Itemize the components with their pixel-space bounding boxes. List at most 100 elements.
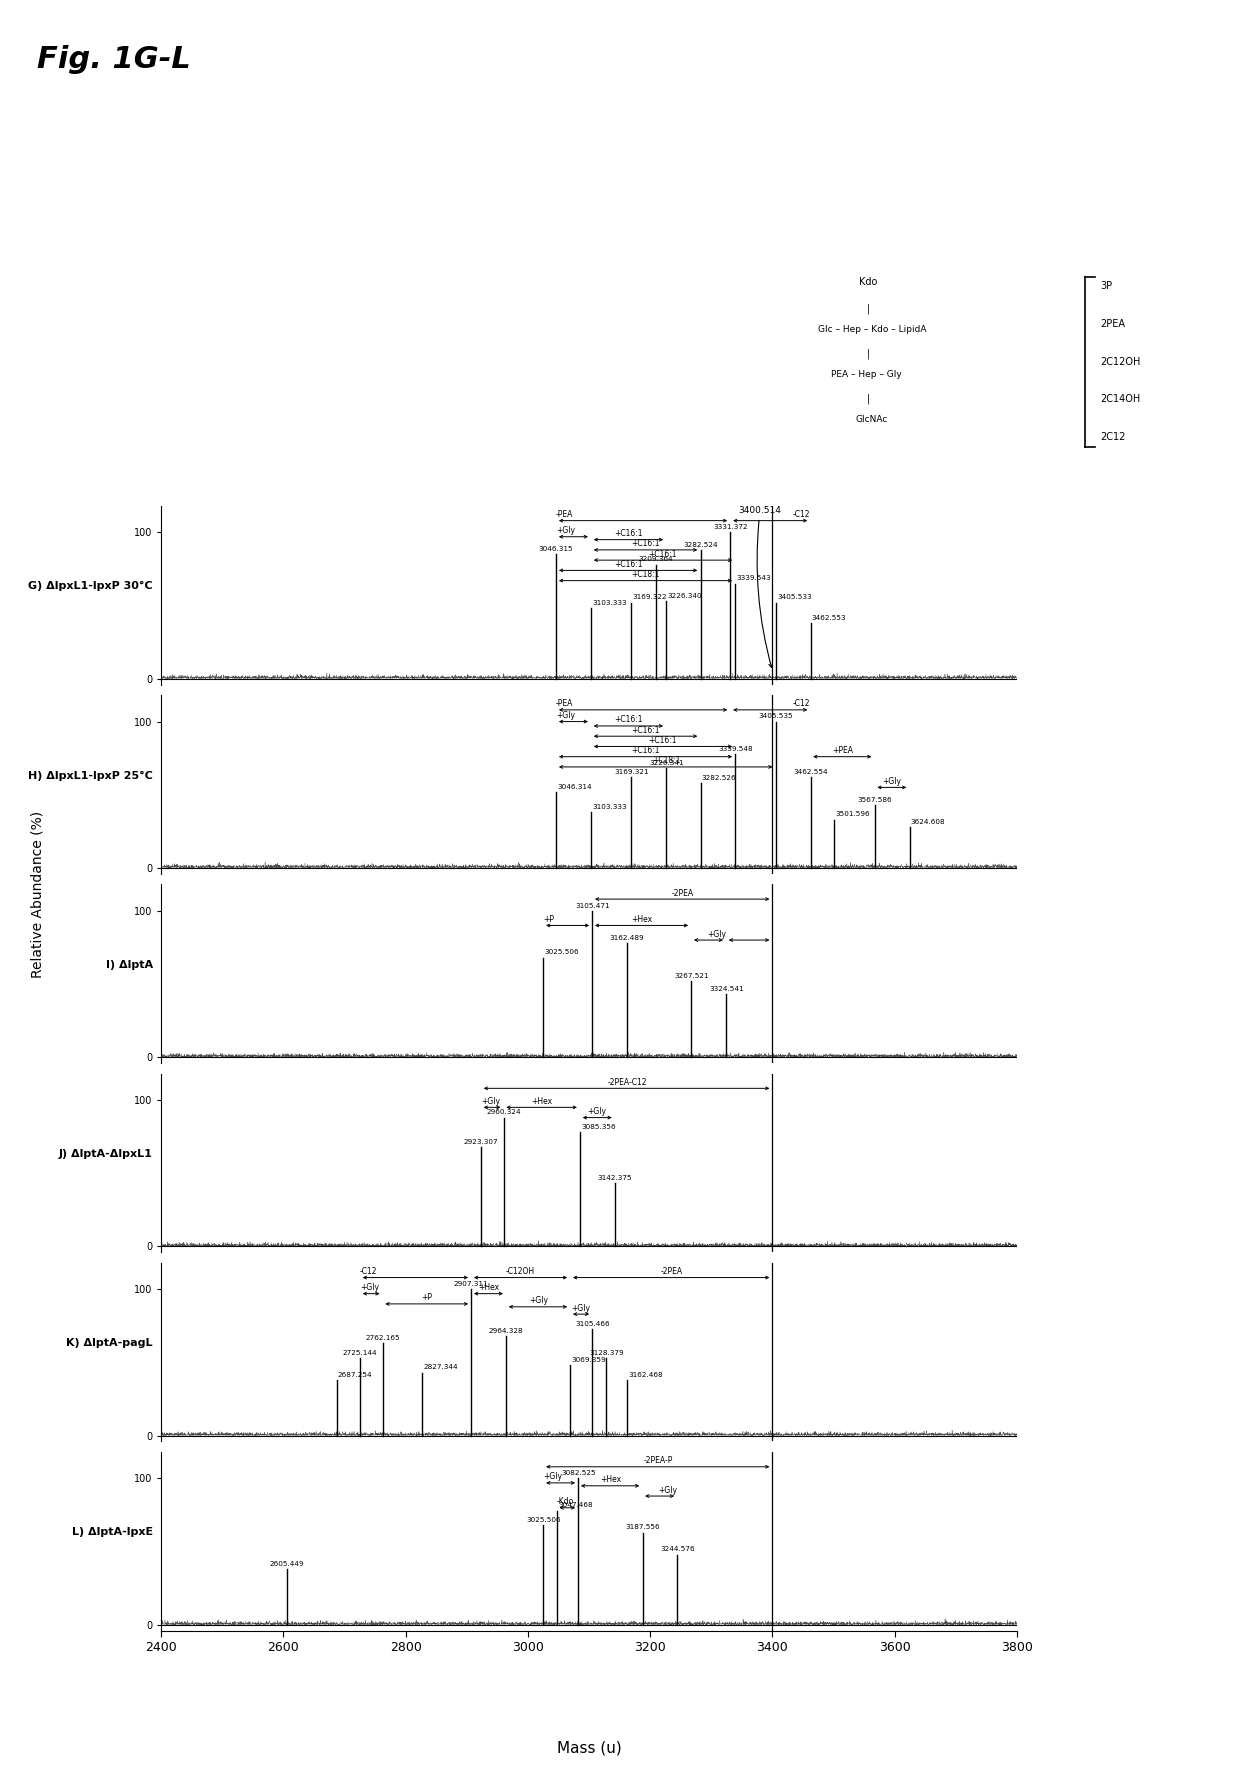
Text: 3103.333: 3103.333: [593, 805, 627, 810]
Text: +Gly: +Gly: [556, 526, 575, 535]
Text: 3226.340: 3226.340: [667, 594, 702, 599]
Text: 2762.165: 2762.165: [366, 1336, 399, 1341]
Text: 3046.315: 3046.315: [539, 545, 574, 552]
Text: +Gly: +Gly: [543, 1472, 562, 1482]
Text: 3105.471: 3105.471: [575, 903, 610, 908]
Text: -C12: -C12: [792, 699, 810, 708]
Text: 2725.144: 2725.144: [342, 1350, 377, 1355]
Text: 3069.359: 3069.359: [572, 1357, 606, 1362]
Text: 3400.514: 3400.514: [739, 506, 781, 667]
Text: 3339.548: 3339.548: [718, 746, 753, 751]
Text: +Gly: +Gly: [528, 1296, 548, 1305]
Text: 3085.356: 3085.356: [582, 1125, 616, 1130]
Text: +Hex: +Hex: [532, 1096, 553, 1107]
Text: +C18:1: +C18:1: [631, 570, 660, 579]
Text: -2PEA: -2PEA: [661, 1268, 682, 1277]
Text: +C16:1: +C16:1: [631, 726, 660, 735]
Text: 2C12: 2C12: [1100, 433, 1125, 442]
Text: Fig. 1G-L: Fig. 1G-L: [37, 45, 191, 73]
Text: -C12: -C12: [792, 510, 810, 519]
Text: 3046.314: 3046.314: [558, 783, 591, 790]
Text: +C16:1: +C16:1: [631, 540, 660, 549]
Text: +Gly: +Gly: [883, 778, 901, 787]
Text: +Gly: +Gly: [707, 930, 725, 939]
Text: 3025.506: 3025.506: [544, 949, 579, 955]
Text: 3282.524: 3282.524: [683, 542, 718, 547]
Text: 3324.541: 3324.541: [709, 985, 744, 992]
Text: +C16:1: +C16:1: [649, 737, 677, 746]
Text: 3501.596: 3501.596: [836, 812, 870, 817]
Text: +C16:1: +C16:1: [631, 746, 660, 755]
Text: 3169.322: 3169.322: [632, 594, 667, 601]
Text: 3567.586: 3567.586: [857, 797, 892, 803]
Text: Mass (u): Mass (u): [557, 1742, 621, 1756]
Text: 3162.489: 3162.489: [610, 935, 645, 940]
Text: G) ΔlpxL1-lpxP 30°C: G) ΔlpxL1-lpxP 30°C: [29, 581, 153, 592]
Text: +PEA: +PEA: [832, 746, 853, 755]
Text: 2PEA: 2PEA: [1100, 318, 1125, 329]
Text: Glc – Hep – Kdo – LipidA: Glc – Hep – Kdo – LipidA: [818, 325, 928, 334]
Text: 3P: 3P: [1100, 281, 1112, 291]
Text: 3128.379: 3128.379: [589, 1350, 624, 1355]
Text: 3331.372: 3331.372: [713, 524, 748, 531]
Text: +C16:1: +C16:1: [649, 549, 677, 558]
Text: 3209.364: 3209.364: [639, 556, 673, 563]
Text: 3082.525: 3082.525: [560, 1470, 595, 1477]
Text: 2907.311: 2907.311: [454, 1280, 489, 1287]
Text: +P: +P: [543, 915, 554, 924]
Text: -2PEA: -2PEA: [671, 889, 693, 898]
Text: 2C14OH: 2C14OH: [1100, 395, 1140, 404]
Text: -Kdo: -Kdo: [557, 1497, 574, 1505]
Text: +Gly: +Gly: [556, 712, 575, 721]
Text: L) ΔlptA-lpxE: L) ΔlptA-lpxE: [72, 1527, 153, 1538]
Text: +Gly: +Gly: [481, 1096, 500, 1107]
Text: -C12OH: -C12OH: [506, 1268, 536, 1277]
Text: 2964.328: 2964.328: [489, 1328, 523, 1334]
Text: +Hex: +Hex: [631, 915, 652, 924]
Text: +P: +P: [422, 1293, 433, 1302]
Text: K) ΔlptA-pagL: K) ΔlptA-pagL: [66, 1337, 153, 1348]
Text: 3267.521: 3267.521: [675, 973, 709, 978]
Text: +C16:1: +C16:1: [615, 715, 644, 724]
Text: 2960.324: 2960.324: [486, 1109, 521, 1116]
Text: 3244.576: 3244.576: [660, 1547, 694, 1552]
Text: 3025.506: 3025.506: [526, 1516, 560, 1523]
Text: |: |: [867, 393, 869, 404]
Text: |: |: [867, 349, 869, 359]
Text: -PEA: -PEA: [556, 699, 573, 708]
Text: 3047.468: 3047.468: [558, 1502, 593, 1509]
Text: 3169.321: 3169.321: [614, 769, 649, 774]
Text: +Gly: +Gly: [658, 1486, 677, 1495]
Text: +C16:1: +C16:1: [614, 560, 642, 569]
Text: +Gly: +Gly: [572, 1303, 590, 1312]
Text: 3339.543: 3339.543: [737, 576, 771, 581]
Text: 3405.535: 3405.535: [759, 713, 794, 719]
Text: H) ΔlpxL1-lpxP 25°C: H) ΔlpxL1-lpxP 25°C: [27, 771, 153, 781]
Text: 3142.375: 3142.375: [598, 1175, 632, 1182]
Text: -PEA: -PEA: [556, 510, 573, 519]
Text: -2PEA-P: -2PEA-P: [644, 1455, 673, 1466]
Text: -C12: -C12: [360, 1268, 377, 1277]
Text: +Hex: +Hex: [600, 1475, 621, 1484]
Text: 2C12OH: 2C12OH: [1100, 356, 1141, 367]
Text: -2PEA-C12: -2PEA-C12: [608, 1078, 646, 1087]
Text: 3462.554: 3462.554: [794, 769, 828, 774]
Text: 3282.526: 3282.526: [702, 774, 737, 781]
Text: I) ΔlptA: I) ΔlptA: [105, 960, 153, 969]
Text: PEA – Hep – Gly: PEA – Hep – Gly: [831, 370, 901, 379]
Text: 3162.468: 3162.468: [629, 1371, 663, 1379]
Text: +Gly: +Gly: [360, 1284, 379, 1293]
Text: +Gly: +Gly: [588, 1107, 606, 1116]
Text: J) ΔlptA-ΔlpxL1: J) ΔlptA-ΔlpxL1: [58, 1150, 153, 1159]
Text: 3105.466: 3105.466: [575, 1321, 610, 1327]
Text: Kdo: Kdo: [859, 277, 877, 288]
Text: 3405.533: 3405.533: [777, 594, 811, 601]
Text: 3462.553: 3462.553: [812, 615, 847, 620]
Text: +C16:1: +C16:1: [615, 529, 644, 538]
Text: +C18:1: +C18:1: [652, 756, 681, 765]
Text: GlcNAc: GlcNAc: [856, 415, 888, 424]
Text: 3226.341: 3226.341: [649, 760, 683, 767]
Text: |: |: [867, 304, 869, 315]
Text: +Hex: +Hex: [479, 1284, 500, 1293]
Text: 2687.254: 2687.254: [339, 1371, 372, 1379]
